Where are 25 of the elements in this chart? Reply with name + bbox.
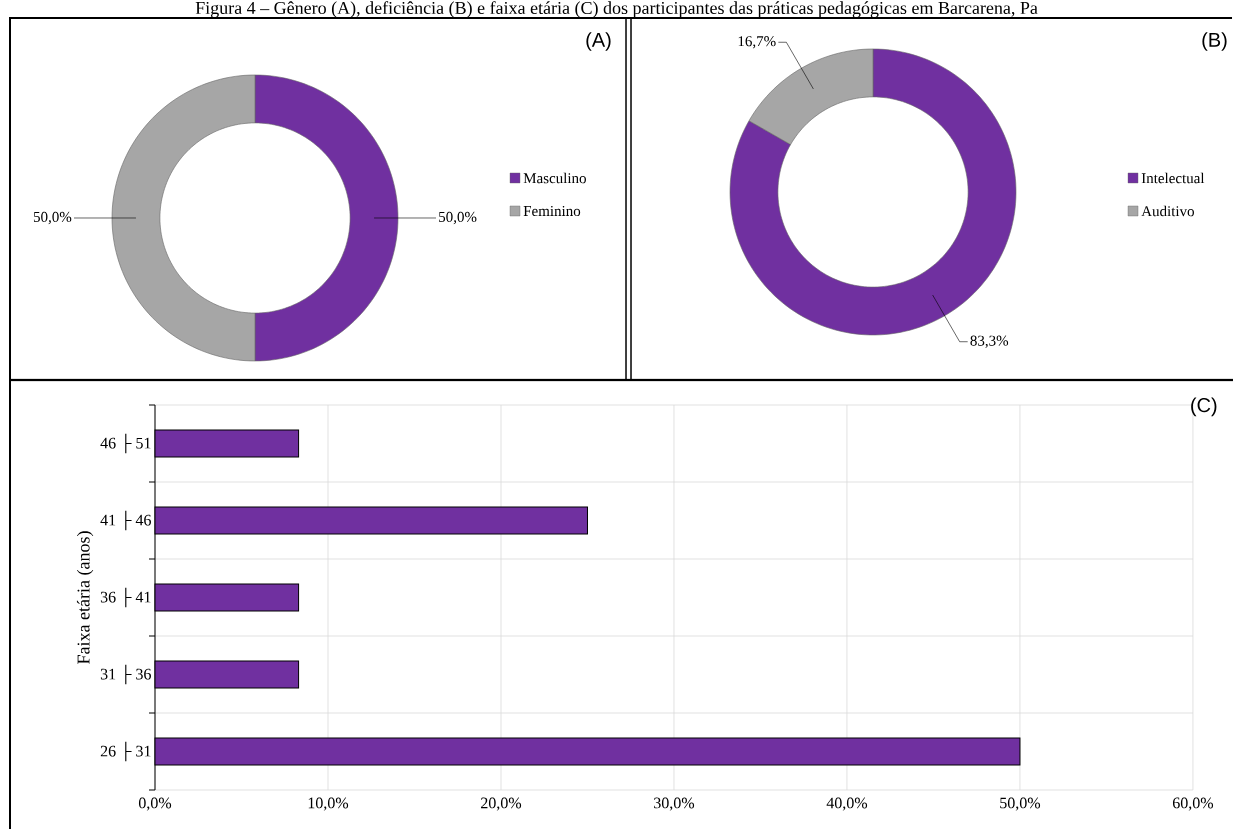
x-tick-label: 0,0% — [138, 797, 172, 811]
data-label: 50,0% — [33, 211, 72, 225]
y-tick-label: 26 ├ 31 — [100, 741, 151, 762]
text: (A) — [586, 32, 611, 51]
x-tick-label: 60,0% — [1172, 797, 1214, 811]
x-tick-label: 20,0% — [481, 797, 522, 811]
annotation: (C) — [1191, 397, 1217, 417]
chart-title: Figura 4 – Gênero (A), deficiência (B) e faixa etária (C) dos participantes das práticas pedagógicas em Barcarena, Pa — [195, 1, 1038, 18]
x-tick-label: 30,0% — [654, 797, 695, 811]
y-tick-label: 36 ├ 41 — [100, 587, 151, 608]
y-axis-title: Faixa etária (anos) — [76, 531, 94, 664]
x-tick-label: 50,0% — [1000, 797, 1041, 811]
y-tick-label: 41 ├ 46 — [100, 510, 151, 531]
legend-label: Auditivo — [1141, 205, 1194, 217]
x-tick-label: 10,0% — [308, 797, 349, 811]
y-tick-label: 46 ├ 51 — [100, 433, 151, 454]
y-tick-label: 31 ├ 36 — [100, 664, 151, 685]
data-label: 16,7% — [738, 36, 776, 49]
legend-label: Feminino — [523, 205, 581, 217]
text: (B) — [1202, 32, 1227, 51]
x-tick-label: 40,0% — [826, 797, 868, 811]
data-label: 50,0% — [439, 211, 477, 225]
legend-label: Intelectual — [1141, 172, 1205, 184]
data-label: 83,3% — [970, 335, 1009, 348]
legend-label: Masculino — [523, 172, 586, 184]
